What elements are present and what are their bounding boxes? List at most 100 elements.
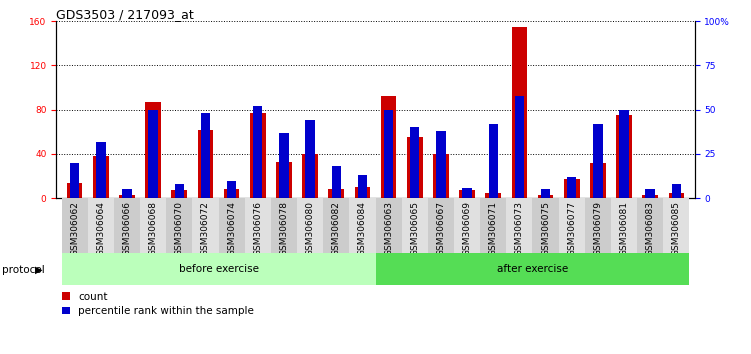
Bar xyxy=(642,195,658,198)
Bar xyxy=(219,198,245,253)
Legend: count, percentile rank within the sample: count, percentile rank within the sample xyxy=(62,292,254,316)
Bar xyxy=(328,189,344,198)
Bar xyxy=(302,154,318,198)
Bar xyxy=(567,177,577,198)
Bar xyxy=(407,137,423,198)
Text: ▶: ▶ xyxy=(35,265,43,275)
Bar xyxy=(585,198,611,253)
Bar xyxy=(506,198,532,253)
Bar xyxy=(376,198,402,253)
Text: GSM306080: GSM306080 xyxy=(306,201,315,256)
Bar xyxy=(198,130,213,198)
Bar xyxy=(402,198,428,253)
Text: GSM306063: GSM306063 xyxy=(384,201,393,256)
Text: GSM306069: GSM306069 xyxy=(463,201,472,256)
Bar xyxy=(357,175,367,198)
Bar xyxy=(253,106,263,198)
Bar xyxy=(671,184,681,198)
Bar xyxy=(67,183,83,198)
Bar xyxy=(646,189,655,198)
Bar xyxy=(166,198,192,253)
Bar xyxy=(541,189,550,198)
Bar xyxy=(538,195,553,198)
Text: GDS3503 / 217093_at: GDS3503 / 217093_at xyxy=(56,8,194,21)
Text: GSM306079: GSM306079 xyxy=(593,201,602,256)
Bar xyxy=(62,253,376,285)
Bar xyxy=(93,156,109,198)
Bar xyxy=(532,198,559,253)
Bar xyxy=(514,96,524,198)
Text: after exercise: after exercise xyxy=(497,264,568,274)
Bar xyxy=(559,198,585,253)
Bar xyxy=(62,198,88,253)
Bar xyxy=(384,110,394,198)
Text: GSM306077: GSM306077 xyxy=(567,201,576,256)
Text: GSM306084: GSM306084 xyxy=(358,201,367,256)
Bar xyxy=(96,142,105,198)
Bar xyxy=(428,198,454,253)
Bar xyxy=(114,198,140,253)
Bar xyxy=(511,27,527,198)
Text: GSM306071: GSM306071 xyxy=(489,201,498,256)
Text: before exercise: before exercise xyxy=(179,264,258,274)
Bar xyxy=(620,110,629,198)
Bar xyxy=(279,133,288,198)
Bar xyxy=(463,188,472,198)
Bar xyxy=(459,190,475,198)
Bar xyxy=(611,198,637,253)
Text: GSM306074: GSM306074 xyxy=(227,201,236,256)
Text: GSM306078: GSM306078 xyxy=(279,201,288,256)
Bar xyxy=(637,198,663,253)
Bar xyxy=(349,198,376,253)
Text: protocol: protocol xyxy=(2,265,44,275)
Text: GSM306064: GSM306064 xyxy=(96,201,105,256)
Text: GSM306072: GSM306072 xyxy=(201,201,210,256)
Bar xyxy=(70,163,80,198)
Bar xyxy=(119,195,135,198)
Text: GSM306067: GSM306067 xyxy=(436,201,445,256)
Bar xyxy=(227,181,237,198)
Bar xyxy=(171,190,187,198)
Bar xyxy=(433,154,449,198)
Text: GSM306082: GSM306082 xyxy=(332,201,341,256)
Bar xyxy=(564,179,580,198)
Bar xyxy=(410,127,420,198)
Bar xyxy=(480,198,506,253)
Bar xyxy=(245,198,271,253)
Bar xyxy=(436,131,445,198)
Bar xyxy=(381,97,397,198)
Bar xyxy=(201,113,210,198)
Bar xyxy=(354,187,370,198)
Text: GSM306068: GSM306068 xyxy=(149,201,158,256)
Text: GSM306066: GSM306066 xyxy=(122,201,131,256)
Bar xyxy=(485,193,501,198)
Text: GSM306083: GSM306083 xyxy=(646,201,655,256)
Bar xyxy=(454,198,480,253)
Bar xyxy=(323,198,349,253)
Bar xyxy=(224,189,240,198)
Bar xyxy=(306,120,315,198)
Bar xyxy=(140,198,166,253)
Bar xyxy=(250,113,266,198)
Bar xyxy=(297,198,323,253)
Bar xyxy=(663,198,689,253)
Bar xyxy=(276,162,292,198)
Bar xyxy=(174,184,184,198)
Text: GSM306081: GSM306081 xyxy=(620,201,629,256)
Bar xyxy=(271,198,297,253)
Text: GSM306062: GSM306062 xyxy=(70,201,79,256)
Bar xyxy=(145,102,161,198)
Text: GSM306075: GSM306075 xyxy=(541,201,550,256)
Text: GSM306085: GSM306085 xyxy=(672,201,681,256)
Bar xyxy=(668,193,684,198)
Bar xyxy=(488,124,498,198)
Bar xyxy=(149,110,158,198)
Bar xyxy=(122,189,131,198)
Bar xyxy=(376,253,689,285)
Bar xyxy=(88,198,114,253)
Text: GSM306076: GSM306076 xyxy=(253,201,262,256)
Bar xyxy=(616,115,632,198)
Bar xyxy=(192,198,219,253)
Text: GSM306070: GSM306070 xyxy=(175,201,184,256)
Bar xyxy=(590,163,606,198)
